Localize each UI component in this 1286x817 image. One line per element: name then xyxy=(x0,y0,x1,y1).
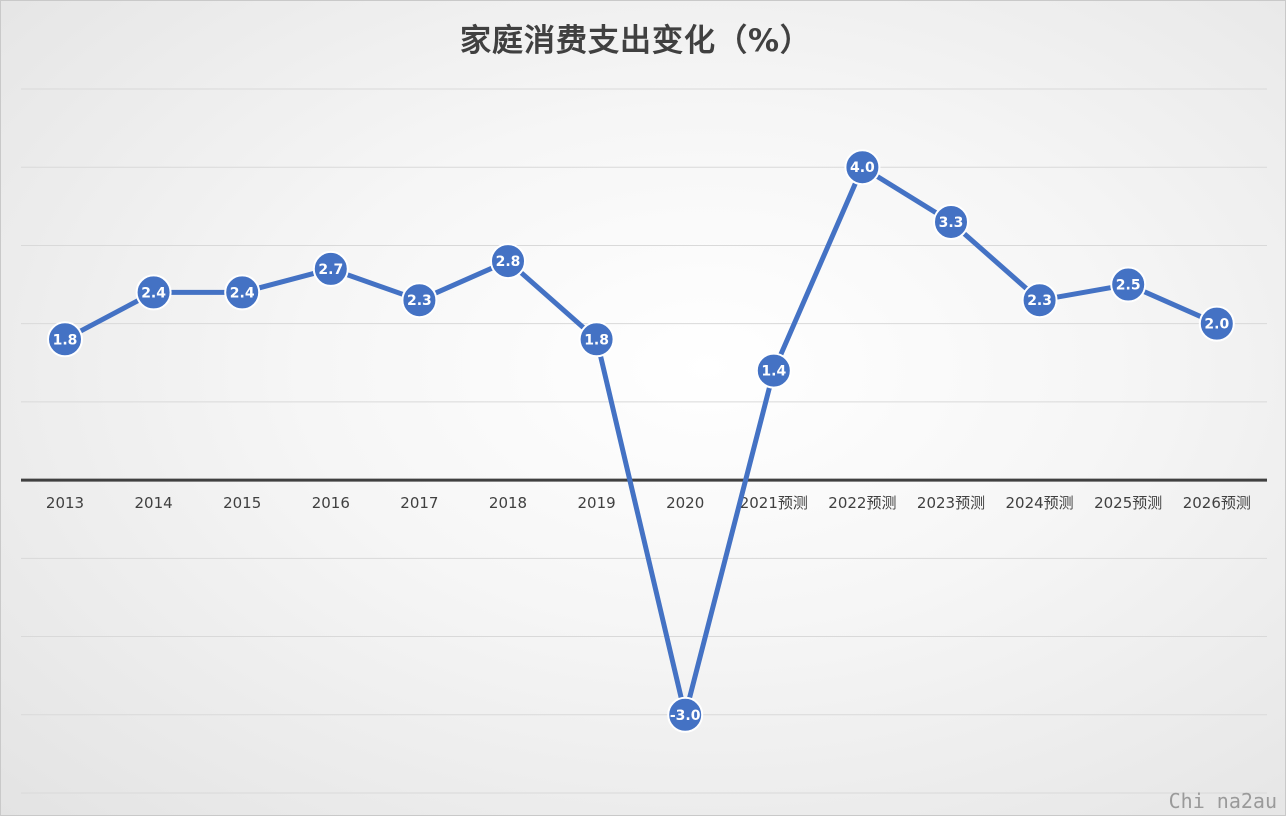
x-tick-label: 2013 xyxy=(46,494,84,512)
data-point xyxy=(1021,282,1058,319)
data-point xyxy=(933,203,969,240)
data-label: 1.8 xyxy=(53,332,78,348)
data-label: 2.3 xyxy=(407,293,432,309)
x-tick-label: 2021预测 xyxy=(740,494,808,512)
data-point xyxy=(667,696,704,733)
watermark-text: Chi na2au xyxy=(1168,789,1277,813)
x-tick-label: 2026预测 xyxy=(1183,494,1251,512)
data-label: 1.8 xyxy=(584,332,609,348)
x-tick-label: 2024预测 xyxy=(1006,494,1074,512)
data-point xyxy=(755,352,792,389)
data-label: 2.4 xyxy=(230,285,255,301)
x-tick-label: 2016 xyxy=(312,494,350,512)
data-label: 1.4 xyxy=(761,364,786,380)
data-label: -3.0 xyxy=(670,708,701,724)
data-point xyxy=(490,243,526,280)
x-tick-label: 2014 xyxy=(135,494,173,512)
x-tick-label: 2022预测 xyxy=(828,494,896,512)
data-label: 2.3 xyxy=(1027,293,1052,309)
data-label: 2.8 xyxy=(496,254,521,270)
x-tick-label: 2017 xyxy=(400,494,438,512)
x-tick-label: 2018 xyxy=(489,494,527,512)
data-point xyxy=(578,321,615,358)
data-point xyxy=(47,321,83,358)
data-point xyxy=(312,250,349,287)
x-tick-label: 2023预测 xyxy=(917,494,985,512)
data-point xyxy=(1198,305,1235,342)
x-tick-label: 2015 xyxy=(223,494,261,512)
data-label: 2.7 xyxy=(318,262,343,278)
data-label: 2.5 xyxy=(1116,278,1141,294)
data-point xyxy=(224,274,261,311)
data-point xyxy=(1110,266,1147,303)
x-tick-label: 2025预测 xyxy=(1094,494,1162,512)
data-label: 4.0 xyxy=(850,160,875,176)
data-label: 2.0 xyxy=(1204,317,1229,333)
data-point xyxy=(844,149,881,186)
chart-title: 家庭消费支出变化（%） xyxy=(459,23,813,59)
x-tick-label: 2019 xyxy=(578,494,616,512)
data-point xyxy=(401,282,438,319)
data-label: 3.3 xyxy=(939,215,964,231)
x-tick-label: 2020 xyxy=(666,494,704,512)
data-point xyxy=(135,274,172,311)
series-line xyxy=(62,164,1220,718)
data-label: 2.4 xyxy=(141,285,166,301)
